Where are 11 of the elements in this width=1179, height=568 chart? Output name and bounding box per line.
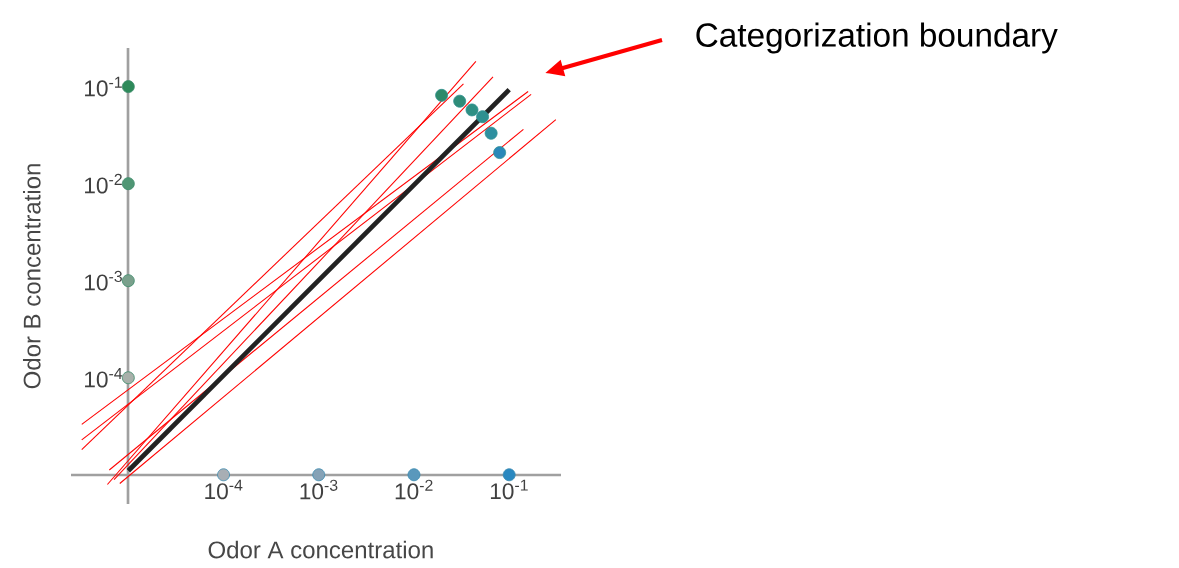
y-tick-label: 10$^{-4}$ [85,367,123,388]
y-tick-label: 10$^{-2}$ [85,173,122,194]
x-axis-title: Odor A concentration [208,540,433,559]
x-tick-label: 10$^{-1}$ [490,479,528,500]
y-axis-title: Odor B concentration [22,164,41,389]
x-tick-label: 10$^{-2}$ [395,479,433,500]
text: Categorization boundary [696,22,1058,54]
y-tick-label: 10$^{-1}$ [85,76,122,97]
x-tick-label: 10$^{-3}$ [300,479,338,500]
x-tick-label: 10$^{-4}$ [205,479,243,500]
y-tick-label: 10$^{-3}$ [85,270,122,291]
